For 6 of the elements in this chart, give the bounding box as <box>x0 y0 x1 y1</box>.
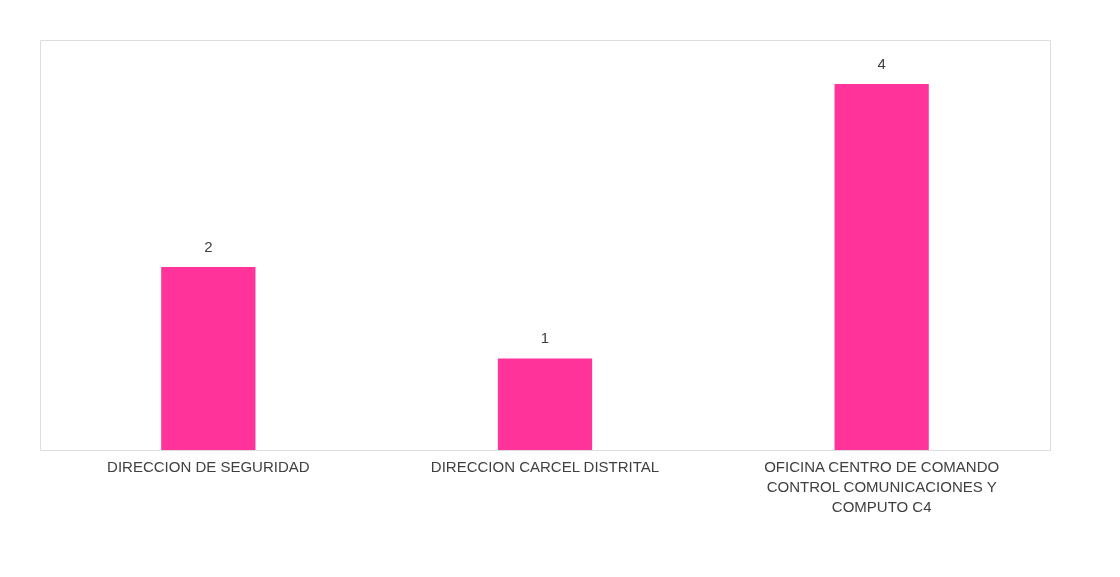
data-label: 1 <box>540 329 550 347</box>
data-label: 2 <box>204 237 213 255</box>
x-tick-label: DIRECCION CARCEL DISTRITAL <box>430 458 660 475</box>
x-tick-label: OFICINA CENTRO DE COMANDO CONTROL COMUNICACIONES Y COMPUTO C4 <box>764 458 1000 515</box>
x-tick-label: DIRECCION DE SEGURIDAD <box>107 458 310 475</box>
data-label: 4 <box>877 54 886 72</box>
